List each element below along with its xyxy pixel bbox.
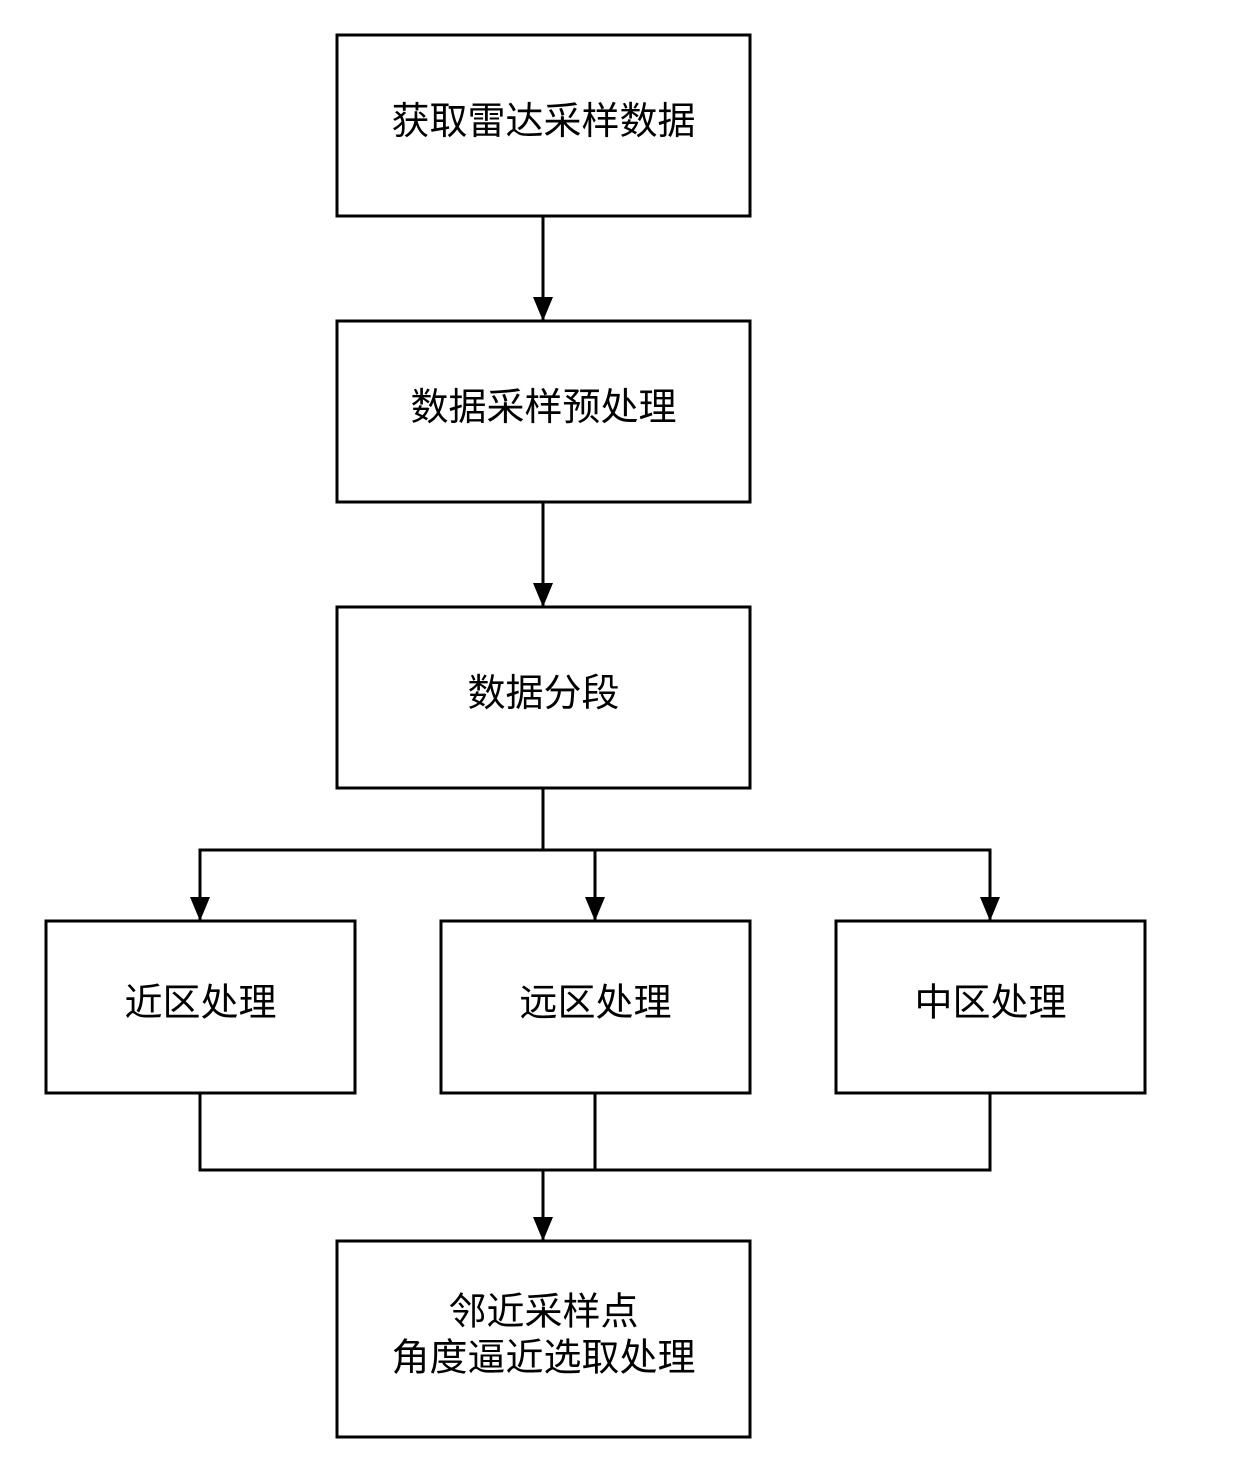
arrowhead-icon: [533, 583, 553, 607]
node-label: 远区处理: [519, 983, 671, 1025]
node-label: 获取雷达采样数据: [391, 101, 695, 143]
node-label: 角度逼近选取处理: [391, 1338, 695, 1380]
edge: [200, 788, 543, 921]
node-label: 近区处理: [124, 983, 276, 1025]
flow-node-n2: 数据采样预处理: [337, 321, 750, 502]
node-label: 数据采样预处理: [410, 387, 676, 429]
node-label: 数据分段: [467, 673, 619, 715]
node-label: 邻近采样点: [448, 1292, 638, 1334]
flow-node-n7: 邻近采样点角度逼近选取处理: [337, 1241, 750, 1437]
arrowhead-icon: [980, 897, 1000, 921]
flow-node-n4: 近区处理: [46, 921, 355, 1093]
arrowhead-icon: [190, 897, 210, 921]
node-label: 中区处理: [914, 983, 1066, 1025]
arrowhead-icon: [533, 297, 553, 321]
flow-node-n3: 数据分段: [337, 607, 750, 788]
arrowhead-icon: [585, 897, 605, 921]
flow-node-n5: 远区处理: [441, 921, 750, 1093]
edge: [543, 1093, 990, 1241]
flow-node-n1: 获取雷达采样数据: [337, 35, 750, 216]
edge: [200, 1093, 543, 1241]
edge: [543, 788, 990, 921]
flowchart-canvas: 获取雷达采样数据数据采样预处理数据分段近区处理 远区处理 中区处理邻近采样点角度逼近…: [0, 0, 1240, 1471]
flow-node-n6: 中区处理: [836, 921, 1145, 1093]
